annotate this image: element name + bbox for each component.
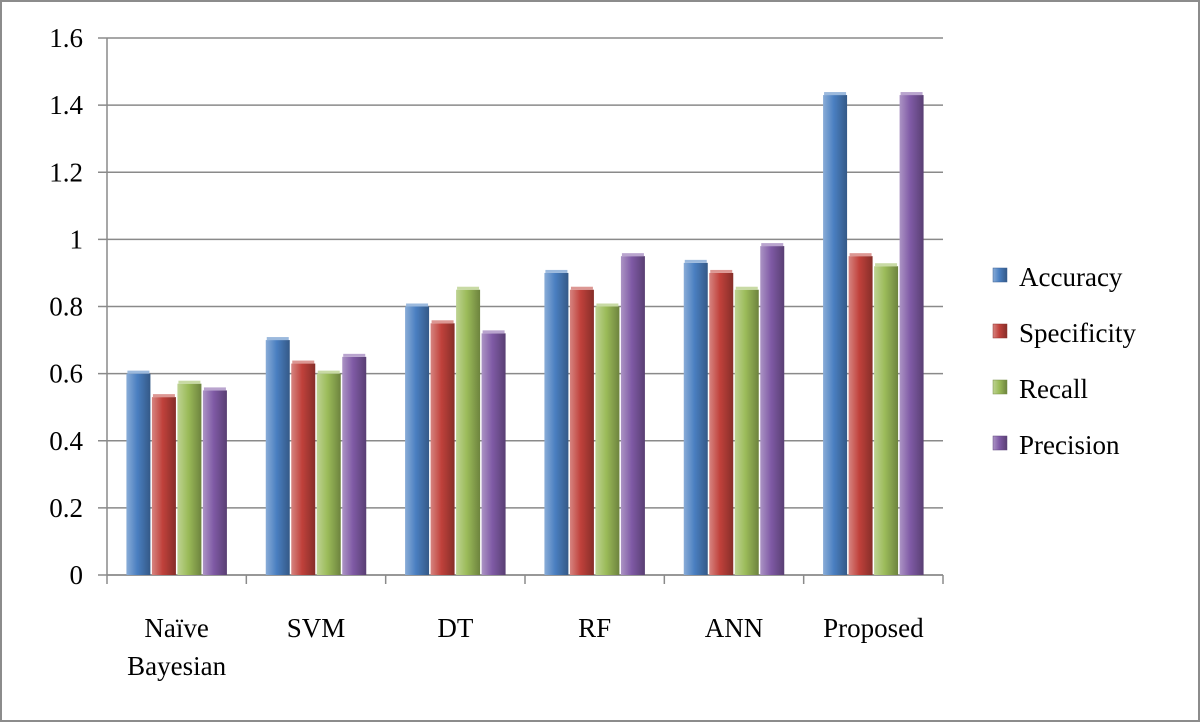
y-tick-label: 1.4 (49, 90, 83, 120)
bar-precision-3 (620, 256, 645, 575)
bar-cap (406, 303, 429, 307)
bar-cap (875, 263, 898, 267)
bar-accuracy-5 (823, 95, 848, 576)
legend: Accuracy Specificity Recall Precision (992, 262, 1136, 460)
bar-cap (545, 269, 568, 273)
y-tick-label: 1.2 (49, 157, 83, 187)
bar-recall-0 (177, 383, 202, 575)
gridlines (107, 37, 943, 576)
bar-accuracy-4 (683, 262, 708, 575)
bar-recall-2 (456, 289, 481, 575)
legend-label-precision: Precision (1019, 430, 1120, 460)
bar-recall-5 (874, 266, 899, 575)
bar-accuracy-3 (544, 272, 569, 575)
x-category-label: Naïve Bayesian (127, 613, 226, 681)
bar-cap (710, 269, 733, 273)
y-tick-label: 0.4 (49, 426, 83, 456)
bar-precision-4 (760, 246, 785, 575)
bar-recall-4 (734, 289, 759, 575)
bar-cap (431, 320, 454, 324)
bar-precision-5 (899, 95, 924, 576)
legend-swatch-specificity (992, 323, 1008, 339)
bar-accuracy-0 (126, 373, 151, 575)
bar-cap (900, 92, 923, 96)
bar-cap (317, 370, 340, 374)
bar-cap (570, 286, 593, 290)
bar-precision-1 (342, 356, 367, 575)
bar-cap (596, 303, 619, 307)
bars (126, 92, 924, 576)
bar-recall-3 (595, 306, 620, 575)
bar-specificity-3 (569, 289, 594, 575)
bar-cap (482, 330, 505, 334)
y-tick-label: 0.6 (49, 359, 83, 389)
y-tick-label: 0.2 (49, 493, 83, 523)
bar-recall-1 (316, 373, 341, 575)
bar-accuracy-1 (265, 340, 290, 575)
bar-cap (849, 253, 872, 257)
bar-cap (824, 92, 847, 96)
legend-swatch-precision (992, 435, 1008, 451)
legend-label-recall: Recall (1019, 374, 1088, 404)
bar-cap (343, 353, 366, 357)
bar-cap (292, 360, 315, 364)
bar-precision-0 (202, 390, 227, 575)
x-category-label: Proposed (823, 613, 924, 643)
y-tick-label: 0 (70, 560, 84, 590)
x-category-label: ANN (705, 613, 764, 643)
legend-label-accuracy: Accuracy (1019, 262, 1123, 292)
bar-cap (178, 380, 201, 384)
bar-cap (457, 286, 480, 290)
bar-cap (735, 286, 758, 290)
bar-specificity-5 (848, 256, 873, 575)
bar-cap (761, 243, 784, 247)
legend-label-specificity: Specificity (1019, 318, 1136, 348)
legend-swatch-recall (992, 379, 1008, 395)
y-tick-label: 0.8 (49, 292, 83, 322)
y-tick-label: 1.6 (49, 23, 83, 53)
bar-cap (684, 259, 707, 263)
x-category-label: RF (578, 613, 611, 643)
bar-cap (127, 370, 150, 374)
bar-specificity-2 (430, 323, 455, 575)
legend-swatch-accuracy (992, 267, 1008, 283)
bar-cap (621, 253, 644, 257)
bar-cap (152, 394, 175, 398)
y-tick-label: 1 (70, 224, 84, 254)
bar-specificity-4 (709, 272, 734, 575)
x-category-label: DT (437, 613, 473, 643)
bar-cap (266, 337, 289, 341)
bar-cap (203, 387, 226, 391)
x-category-label: SVM (287, 613, 346, 643)
y-axis-ticks: 0 0.2 0.4 0.6 0.8 1 1.2 1.4 1.6 (49, 23, 107, 590)
bar-precision-2 (481, 333, 506, 575)
bar-specificity-1 (291, 363, 316, 575)
bar-accuracy-2 (405, 306, 430, 575)
bar-specificity-0 (151, 397, 176, 575)
